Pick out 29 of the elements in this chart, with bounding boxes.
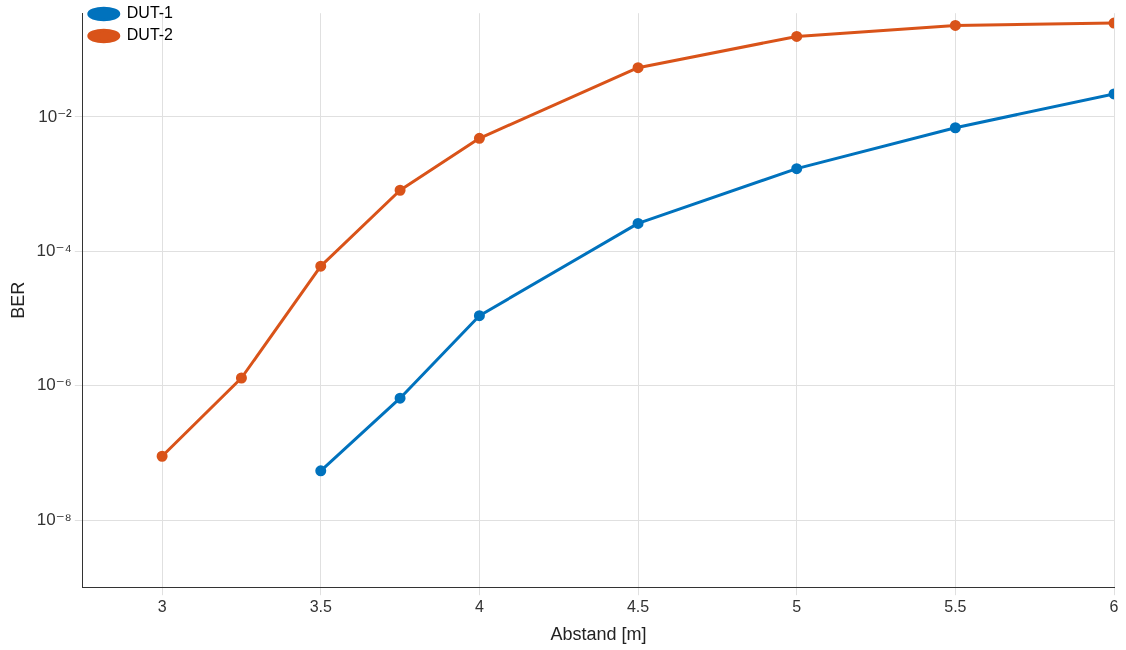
y-tick-label: 10⁻⁴ xyxy=(36,240,72,260)
y-axis-title: BER xyxy=(7,281,28,319)
point xyxy=(632,217,644,229)
x-tick-label: 6 xyxy=(1109,598,1119,616)
point xyxy=(394,184,406,196)
x-tick-label: 5.5 xyxy=(944,598,967,616)
point xyxy=(394,392,406,404)
y-tick-label: 10⁻⁶ xyxy=(36,375,72,395)
point xyxy=(632,62,644,74)
point xyxy=(791,163,803,175)
point xyxy=(315,260,327,272)
x-tick-label: 4 xyxy=(474,598,484,616)
point xyxy=(315,465,327,477)
point xyxy=(949,122,961,134)
y-tick-label: 10⁻² xyxy=(38,106,73,126)
point xyxy=(791,30,803,42)
x-tick-label: 3.5 xyxy=(309,598,332,616)
legend-label: DUT-1 xyxy=(126,4,174,22)
point xyxy=(473,310,485,322)
y-tick-label: 10⁻⁸ xyxy=(36,509,72,529)
x-tick-label: 3 xyxy=(157,598,167,616)
x-tick-label: 4.5 xyxy=(626,598,650,616)
point xyxy=(156,450,168,462)
legend-label: DUT-2 xyxy=(126,26,174,44)
x-axis-title: Abstand [m] xyxy=(550,624,647,645)
x-tick-label: 5 xyxy=(792,598,802,616)
point xyxy=(235,372,247,384)
point xyxy=(473,132,485,144)
point xyxy=(949,19,961,31)
